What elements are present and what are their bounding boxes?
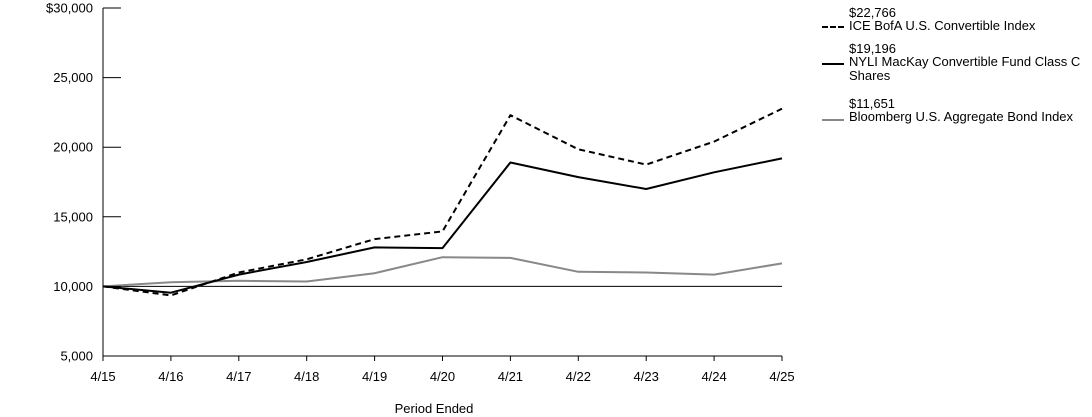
legend-end-value: $11,651 — [849, 96, 896, 111]
x-tick-label: 4/20 — [430, 369, 455, 384]
x-tick-label: 4/15 — [90, 369, 115, 384]
legend-swatch-solid-black — [822, 63, 844, 65]
x-tick-label: 4/17 — [226, 369, 251, 384]
chart-series-lines — [102, 107, 783, 297]
x-axis-ticks: 4/15 4/16 4/17 4/18 4/19 4/20 4/21 4/22 4/23 4/24… — [90, 356, 795, 384]
x-tick-label: 4/18 — [294, 369, 319, 384]
y-tick-label: 10,000 — [53, 279, 93, 294]
x-tick-label: 4/16 — [158, 369, 183, 384]
y-tick-label: 5,000 — [60, 349, 93, 364]
series-line-1 — [102, 157, 783, 294]
x-tick-label: 4/19 — [362, 369, 387, 384]
y-tick-label: 20,000 — [53, 140, 93, 155]
x-tick-label: 4/24 — [701, 369, 726, 384]
y-tick-label: 15,000 — [53, 209, 93, 224]
x-axis-label: Period Ended — [395, 401, 474, 416]
legend-end-value: $22,766 — [849, 5, 896, 20]
series-line-0 — [102, 107, 783, 297]
x-tick-label: 4/23 — [634, 369, 659, 384]
y-tick-label: 25,000 — [53, 70, 93, 85]
series-line-2 — [102, 256, 783, 288]
x-tick-label: 4/25 — [769, 369, 794, 384]
x-tick-label: 4/21 — [498, 369, 523, 384]
y-tick-label: $30,000 — [46, 1, 93, 16]
legend-end-value: $19,196 — [849, 41, 896, 56]
legend-swatch-solid-gray — [822, 119, 844, 121]
x-tick-label: 4/22 — [566, 369, 591, 384]
legend-series-name: Bloomberg U.S. Aggregate Bond Index — [849, 109, 1074, 124]
y-axis-ticks: 5,000 10,000 15,000 20,000 25,000 $30,000 — [46, 1, 121, 364]
chart-axes — [102, 8, 782, 357]
legend-swatch-dashed — [822, 26, 844, 28]
legend-series-name: ICE BofA U.S. Convertible Index — [849, 18, 1036, 33]
legend-series-name: NYLI MacKay Convertible Fund Class C Sha… — [849, 54, 1081, 83]
